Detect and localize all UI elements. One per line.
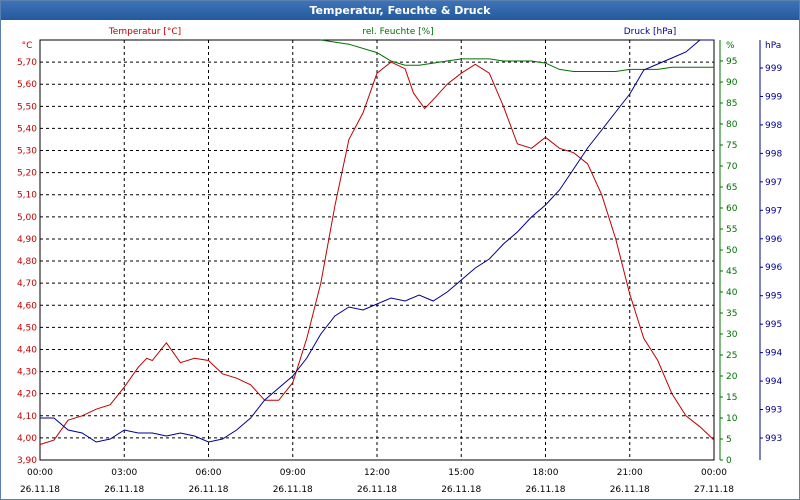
temp-unit: °C xyxy=(22,41,33,51)
temp-tick-label: 5,40 xyxy=(17,124,37,134)
x-tick-date: 26.11.18 xyxy=(273,485,313,495)
hum-tick-label: 70 xyxy=(726,162,738,172)
hum-tick-label: 95 xyxy=(726,57,737,67)
press-tick-label: 997 xyxy=(765,178,782,188)
hum-tick-label: 25 xyxy=(726,351,737,361)
x-tick-date: 26.11.18 xyxy=(20,485,60,495)
temperature-line xyxy=(39,61,715,445)
x-tick-time: 03:00 xyxy=(111,468,137,478)
x-tick-date: 26.11.18 xyxy=(525,485,565,495)
temp-tick-label: 4,60 xyxy=(17,301,37,311)
grid-lines xyxy=(40,40,714,461)
x-tick-date: 26.11.18 xyxy=(104,485,144,495)
temp-tick-label: 5,30 xyxy=(17,147,37,157)
x-tick-time: 21:00 xyxy=(617,468,643,478)
temp-tick-label: 4,70 xyxy=(17,279,37,289)
series-group xyxy=(39,39,715,445)
press-tick-label: 998 xyxy=(765,121,782,131)
x-tick-time: 00:00 xyxy=(27,468,53,478)
chart-title: Temperatur, Feuchte & Druck xyxy=(1,1,799,20)
press-unit: hPa xyxy=(765,41,781,51)
hum-axis-label: rel. Feuchte [%] xyxy=(362,27,433,37)
axes-group: 00:00 26.11.18 03:00 26.11.18 06:00 26.11.18 0… xyxy=(17,27,782,495)
hum-tick-label: 65 xyxy=(726,183,737,193)
temp-tick-label: 5,20 xyxy=(17,169,37,179)
temp-axis-label: Temperatur [°C] xyxy=(108,27,181,37)
temp-tick-label: 3,90 xyxy=(17,456,37,466)
hum-tick-label: 0 xyxy=(726,456,732,466)
press-tick-label: 999 xyxy=(765,64,782,74)
hum-tick-label: 85 xyxy=(726,99,737,109)
hum-tick-label: 80 xyxy=(726,120,738,130)
temp-tick-label: 4,00 xyxy=(17,434,37,444)
x-tick-time: 18:00 xyxy=(533,468,559,478)
x-tick-date: 26.11.18 xyxy=(357,485,397,495)
x-tick-time: 06:00 xyxy=(196,468,222,478)
temp-tick-label: 4,40 xyxy=(17,345,37,355)
x-tick-time: 09:00 xyxy=(280,468,306,478)
press-tick-label: 999 xyxy=(765,92,782,102)
x-tick-time: 12:00 xyxy=(364,468,390,478)
hum-tick-label: 60 xyxy=(726,204,738,214)
press-tick-label: 995 xyxy=(765,320,782,330)
temp-tick-label: 4,10 xyxy=(17,412,37,422)
hum-tick-label: 55 xyxy=(726,225,737,235)
press-tick-label: 997 xyxy=(765,206,782,216)
temp-tick-label: 5,50 xyxy=(17,102,37,112)
press-tick-label: 993 xyxy=(765,406,782,416)
temp-tick-label: 5,00 xyxy=(17,213,37,223)
hum-tick-label: 90 xyxy=(726,78,738,88)
temp-tick-label: 5,60 xyxy=(17,80,37,90)
hum-tick-label: 20 xyxy=(726,372,738,382)
press-tick-label: 994 xyxy=(765,349,782,359)
temp-tick-label: 4,80 xyxy=(17,257,37,267)
hum-tick-label: 35 xyxy=(726,309,737,319)
press-tick-label: 993 xyxy=(765,434,782,444)
hum-tick-label: 40 xyxy=(726,288,738,298)
temp-tick-label: 5,70 xyxy=(17,58,37,68)
x-tick-date: 27.11.18 xyxy=(694,485,734,495)
x-tick-time: 15:00 xyxy=(448,468,474,478)
press-tick-label: 996 xyxy=(765,235,782,245)
hum-tick-label: 5 xyxy=(726,435,732,445)
humidity-line xyxy=(320,39,714,72)
hum-tick-label: 30 xyxy=(726,330,738,340)
temp-tick-label: 4,50 xyxy=(17,323,37,333)
hum-tick-label: 10 xyxy=(726,414,738,424)
press-tick-label: 995 xyxy=(765,292,782,302)
temp-tick-label: 4,90 xyxy=(17,235,37,245)
press-axis-label: Druck [hPa] xyxy=(624,27,677,37)
hum-tick-label: 45 xyxy=(726,267,737,277)
hum-tick-label: 15 xyxy=(726,393,737,403)
x-tick-time: 00:00 xyxy=(701,468,727,478)
temp-tick-label: 4,20 xyxy=(17,390,37,400)
hum-tick-label: 50 xyxy=(726,246,738,256)
hum-unit: % xyxy=(726,41,735,51)
press-tick-label: 998 xyxy=(765,149,782,159)
pressure-line xyxy=(40,39,714,443)
x-tick-date: 26.11.18 xyxy=(441,485,481,495)
temp-tick-label: 4,30 xyxy=(17,368,37,378)
x-tick-date: 26.11.18 xyxy=(188,485,228,495)
press-tick-label: 996 xyxy=(765,263,782,273)
temp-tick-label: 5,10 xyxy=(17,191,37,201)
hum-tick-label: 75 xyxy=(726,141,737,151)
x-tick-date: 26.11.18 xyxy=(610,485,650,495)
press-tick-label: 994 xyxy=(765,377,782,387)
